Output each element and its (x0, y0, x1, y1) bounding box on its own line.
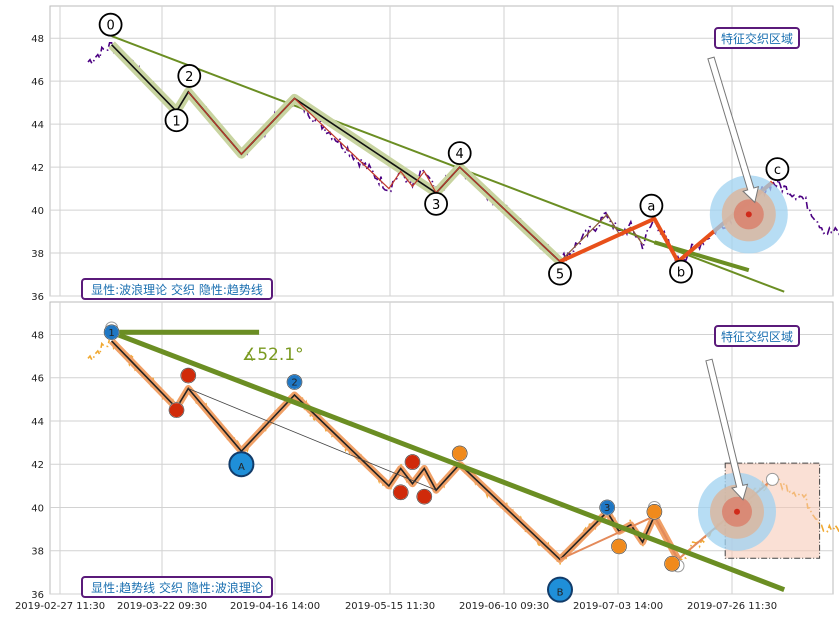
top-wave-label-circle (548, 261, 572, 286)
top-y-tick-label: 48 (31, 34, 44, 45)
top-focus-dot (745, 211, 752, 218)
top-wave-label-circle (669, 259, 693, 284)
bottom-major-marker (547, 576, 573, 603)
top-wave-label: a (647, 200, 655, 215)
bottom-focus-dot (734, 508, 740, 515)
x-tick-label: 2019-06-10 09:30 (459, 601, 549, 612)
bottom-minor-marker-ring (392, 484, 409, 501)
bottom-y-tick-label: 36 (31, 590, 44, 601)
x-tick-label: 2019-07-26 11:30 (687, 601, 777, 612)
top-annotation-arrow (707, 56, 760, 204)
top-y-tick-label: 42 (31, 163, 44, 174)
top-plot-area (49, 5, 834, 297)
top-wave-label: 4 (456, 147, 464, 162)
x-tick-label: 2019-07-03 14:00 (573, 601, 663, 612)
bottom-minor-marker-ring (180, 367, 197, 384)
bottom-angle-label: ∡52.1° (242, 345, 304, 365)
x-tick-label: 2019-04-16 14:00 (230, 601, 320, 612)
top-wave-label: b (677, 266, 685, 281)
bottom-minor-marker-ring (451, 445, 468, 462)
bottom-legend-text: 显性:趋势线 交织 隐性:波浪理论 (91, 580, 263, 595)
bottom-y-tick-label: 46 (31, 374, 44, 385)
bottom-minor-marker-ring (416, 488, 433, 505)
top-y-tick-label: 40 (31, 206, 44, 217)
bottom-major-marker (228, 451, 255, 478)
bottom-plot-area (49, 301, 834, 595)
top-wave-label-circle (98, 12, 123, 37)
bottom-minor-marker-ring (286, 374, 303, 390)
bottom-y-tick-label: 44 (31, 417, 44, 428)
bottom-trendline (110, 329, 786, 593)
bottom-highlight-label: 特征交织区域 (721, 329, 793, 344)
x-tick-label: 2019-05-15 11:30 (345, 601, 435, 612)
bottom-y-tick-label: 40 (31, 503, 44, 514)
top-wave-label: 3 (432, 198, 440, 213)
top-wave-label-circle (164, 108, 189, 133)
top-wave-label-circle (765, 157, 790, 182)
bottom-thin-connector (188, 388, 437, 491)
x-tick-label: 2019-03-22 09:30 (117, 601, 207, 612)
top-y-tick-label: 44 (31, 120, 44, 131)
top-wave-label-circle (424, 191, 449, 216)
top-y-tick-label: 38 (31, 249, 44, 260)
bottom-minor-marker-ring (646, 504, 663, 520)
top-wave-label-circle (447, 141, 472, 166)
top-wave-label-circle (177, 64, 202, 88)
top-wave-label: 0 (106, 19, 114, 34)
bottom-major-marker-label: B (557, 588, 564, 599)
top-wave-label-circle (639, 193, 664, 218)
bottom-annotation-arrow (705, 358, 749, 501)
bottom-minor-marker-ring (611, 538, 627, 555)
bottom-major-marker-label: A (238, 462, 245, 473)
top-y-tick-label: 36 (31, 292, 44, 303)
bottom-highlight-label-box (714, 325, 800, 347)
bottom-minor-marker-label: 3 (604, 503, 610, 514)
bottom-minor-marker-label: 1 (108, 328, 114, 339)
bottom-minor-marker-ring (599, 499, 616, 516)
x-tick-label: 2019-02-27 11:30 (15, 601, 105, 612)
bottom-y-tick-label: 48 (31, 330, 44, 341)
top-wave-label: c (774, 163, 781, 178)
bottom-minor-marker-ring (664, 555, 680, 572)
top-highlight-label-box (714, 27, 800, 49)
top-subwave-line (187, 91, 561, 263)
bottom-minor-marker-ring (404, 454, 421, 470)
top-highlight-label: 特征交织区域 (721, 31, 793, 46)
bottom-legend-text-box (81, 576, 273, 598)
bottom-hollow-marker (765, 472, 779, 486)
top-wave-label: 5 (556, 268, 564, 283)
top-wave-label: 1 (172, 114, 180, 129)
top-wave-label: 2 (185, 70, 193, 85)
top-legend-text: 显性:波浪理论 交织 隐性:趋势线 (91, 282, 263, 297)
bottom-y-tick-label: 38 (31, 547, 44, 558)
bottom-minor-marker-ring (103, 324, 120, 341)
bottom-minor-marker-label: 2 (291, 378, 297, 389)
bottom-y-tick-label: 42 (31, 460, 44, 471)
bottom-wave-line (111, 340, 679, 561)
top-legend-text-box (81, 278, 273, 300)
bottom-minor-marker-ring (168, 402, 185, 418)
top-y-tick-label: 46 (31, 77, 44, 88)
